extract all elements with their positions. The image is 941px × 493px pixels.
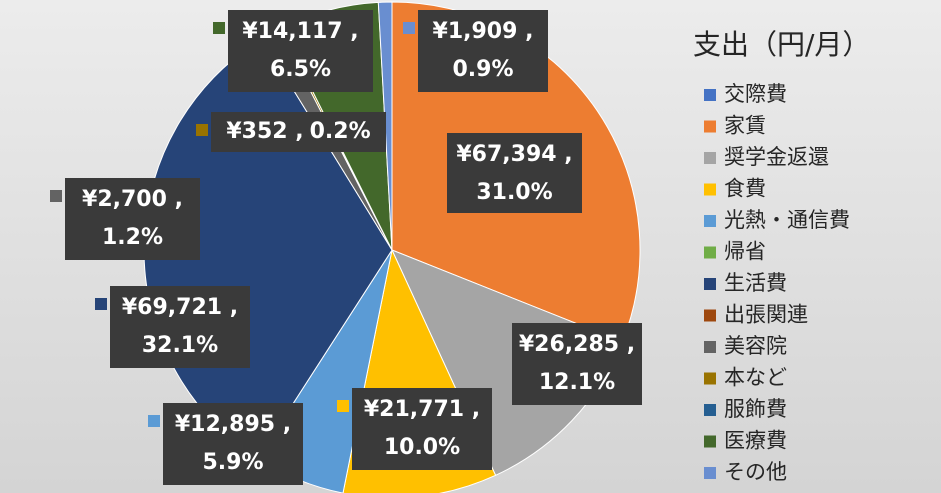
legend-key	[704, 341, 716, 353]
data-label-percent: 32.1%	[142, 333, 218, 358]
legend-label: 出張関連	[724, 303, 808, 327]
legend-key	[704, 215, 716, 227]
data-label-value: ¥67,394 ,	[456, 142, 572, 167]
data-label-value: ¥21,771 ,	[364, 397, 480, 422]
legend-label: 奨学金返還	[724, 145, 829, 169]
data-label-percent: 0.9%	[452, 57, 513, 82]
data-label-key	[50, 190, 62, 202]
legend-label: 本など	[724, 366, 787, 390]
legend-key	[704, 435, 716, 448]
chart-title: 支出（円/月）	[693, 28, 870, 61]
data-label-percent: 10.0%	[384, 435, 460, 460]
data-label-box	[418, 10, 548, 92]
data-label-percent: 12.1%	[539, 370, 615, 395]
legend-key	[704, 404, 716, 416]
data-label-key	[337, 400, 349, 412]
legend-label: 生活費	[724, 271, 787, 295]
data-label-box	[512, 323, 642, 405]
data-label-box	[228, 10, 373, 92]
data-label-box	[352, 388, 492, 470]
data-label-key	[403, 22, 415, 34]
data-label-value: ¥26,285 ,	[519, 332, 635, 357]
legend-key	[704, 120, 716, 133]
data-label-key	[213, 22, 225, 34]
legend-key	[704, 152, 716, 164]
legend-label: 美容院	[724, 334, 787, 358]
data-label-percent: 0.2%	[310, 119, 371, 144]
data-label-box	[447, 133, 582, 213]
data-label-key	[196, 124, 208, 136]
data-label-percent: 5.9%	[202, 450, 263, 475]
legend-key	[704, 467, 716, 479]
legend-key	[704, 89, 716, 101]
data-label-value: ¥1,909 ,	[433, 19, 534, 44]
legend-label: 医療費	[724, 429, 787, 453]
legend-key	[704, 278, 716, 290]
data-label-value: ¥14,117 ,	[242, 19, 358, 44]
legend-label: 交際費	[724, 82, 787, 106]
data-label-key	[95, 298, 107, 310]
legend-label: 服飾費	[724, 397, 787, 421]
legend-key	[704, 309, 716, 322]
legend-label: 家賃	[724, 114, 766, 138]
legend-label: その他	[724, 460, 787, 484]
data-label-value: ¥352 ,	[226, 119, 303, 144]
data-label-value: ¥2,700 ,	[82, 187, 183, 212]
legend-key	[704, 183, 716, 196]
legend-label: 食費	[724, 177, 766, 201]
data-label-value: ¥12,895 ,	[175, 412, 291, 437]
data-label-box	[163, 403, 303, 485]
legend-label: 光熱・通信費	[724, 208, 850, 232]
data-label-value: ¥69,721 ,	[122, 295, 238, 320]
legend-key	[704, 372, 716, 385]
data-label-percent: 1.2%	[102, 225, 163, 250]
data-label-box	[65, 178, 200, 260]
legend-label: 帰省	[724, 240, 766, 264]
legend-key	[704, 246, 716, 259]
data-label-box	[211, 112, 386, 152]
data-label-percent: 31.0%	[476, 180, 552, 205]
data-label-key	[148, 415, 160, 427]
data-label-box	[110, 286, 250, 368]
data-label-percent: 6.5%	[270, 57, 331, 82]
data-label: ¥352 , 0.2%	[226, 119, 370, 144]
